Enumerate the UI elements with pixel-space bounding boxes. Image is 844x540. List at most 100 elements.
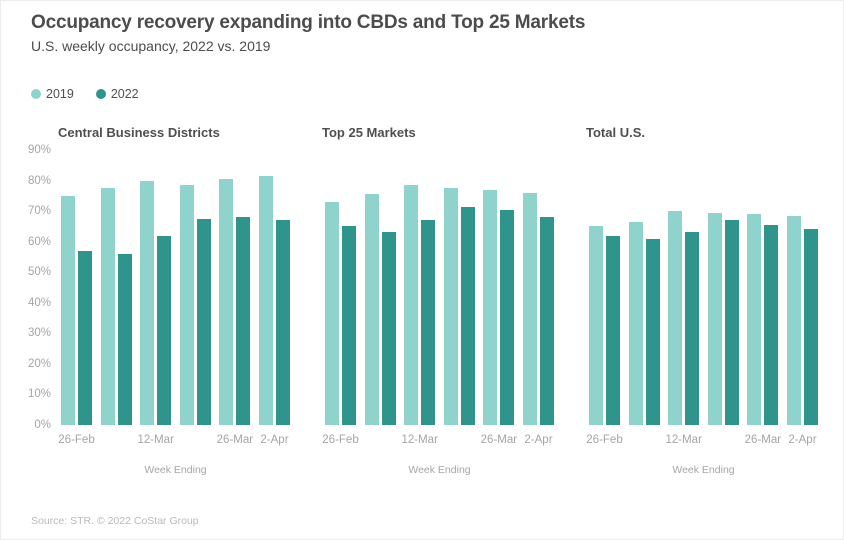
y-tick-label: 70%	[27, 205, 51, 218]
bar-2022	[460, 207, 475, 425]
bar-2022	[500, 210, 515, 425]
y-tick-label: 60%	[27, 235, 51, 248]
plot-area	[58, 150, 293, 425]
bar-group	[258, 176, 290, 425]
charts-row: Central Business Districts 90% 80% 70% 60% 50…	[27, 125, 843, 476]
x-tick-label: 26-Mar	[480, 434, 518, 446]
x-tick-label: 2-Apr	[260, 434, 289, 446]
bar-2019	[628, 222, 643, 425]
bar-group	[364, 194, 396, 425]
x-tick-slot: 12-Mar	[401, 434, 438, 447]
x-tick-slot: 2-Apr	[787, 434, 818, 447]
bar-2019	[61, 196, 75, 425]
bar-2022	[685, 232, 700, 425]
bar-2019	[258, 176, 273, 425]
x-tick-label: 26-Mar	[216, 434, 254, 446]
x-tick-label: 26-Mar	[744, 434, 782, 446]
y-tick-label: 0%	[34, 419, 51, 431]
x-tick-label: 12-Mar	[401, 434, 438, 446]
bar-2019	[100, 188, 115, 425]
x-tick-label: 26-Feb	[322, 434, 359, 446]
x-tick-label: 26-Feb	[58, 434, 95, 446]
x-tick-slot	[101, 434, 132, 447]
y-tick-label: 10%	[27, 388, 51, 401]
bar-2022	[539, 217, 554, 425]
bar-2022	[117, 254, 132, 425]
bar-2022	[803, 229, 818, 425]
chart-top-25-markets: Top 25 Markets 26-Feb 12-Mar 26-Mar 2-Apr Wee…	[322, 125, 557, 476]
x-tick-slot: 26-Mar	[744, 434, 782, 447]
bar-group	[404, 185, 436, 425]
bar-group	[100, 188, 132, 425]
bar-group	[179, 185, 211, 425]
x-axis-title: Week Ending	[408, 464, 471, 476]
x-tick-slot	[365, 434, 396, 447]
bar-2022	[606, 236, 620, 425]
bar-2022	[342, 226, 356, 425]
bar-2022	[421, 220, 436, 425]
bar-group	[219, 179, 251, 425]
x-axis-tick-labels: 26-Feb 12-Mar 26-Mar 2-Apr	[58, 434, 293, 447]
bar-2019	[747, 214, 762, 425]
y-tick-label: 90%	[27, 144, 51, 156]
x-axis-tick-labels: 26-Feb 12-Mar 26-Mar 2-Apr	[586, 434, 821, 447]
x-tick-label: 12-Mar	[665, 434, 702, 446]
y-tick-label: 80%	[27, 174, 51, 187]
plot-area	[322, 150, 557, 425]
x-tick-slot: 26-Mar	[480, 434, 518, 447]
bar-group	[628, 222, 660, 425]
x-tick-slot	[180, 434, 211, 447]
bar-group	[443, 188, 475, 425]
plot-column: 26-Feb 12-Mar 26-Mar 2-Apr Week Ending	[586, 150, 821, 476]
plot-column: 26-Feb 12-Mar 26-Mar 2-Apr Week Ending	[322, 150, 557, 476]
bar-2019	[707, 213, 722, 425]
legend-swatch-2022	[95, 89, 106, 99]
chart-central-business-districts: Central Business Districts 90% 80% 70% 60% 50…	[27, 125, 293, 476]
bar-2019	[404, 185, 419, 425]
bar-2019	[668, 211, 683, 425]
x-tick-slot: 12-Mar	[137, 434, 174, 447]
x-tick-slot	[708, 434, 739, 447]
bar-group	[707, 213, 739, 425]
x-tick-slot: 2-Apr	[523, 434, 554, 447]
legend-swatch-2019	[31, 89, 41, 99]
bar-group	[140, 181, 172, 425]
x-tick-slot: 26-Feb	[322, 434, 359, 447]
x-axis-title: Week Ending	[144, 464, 207, 476]
bar-2019	[786, 216, 801, 425]
y-tick-label: 40%	[27, 296, 51, 309]
bar-group	[786, 216, 818, 425]
x-tick-label: 2-Apr	[524, 434, 553, 446]
bar-2019	[443, 188, 458, 425]
x-tick-label: 26-Feb	[586, 434, 623, 446]
x-tick-label: 12-Mar	[137, 434, 174, 446]
bar-2022	[275, 220, 290, 425]
bar-2019	[589, 226, 603, 425]
bar-group	[522, 193, 554, 425]
legend-label-2022: 2022	[110, 87, 139, 101]
x-tick-slot: 26-Mar	[216, 434, 254, 447]
legend: 2019 2022	[31, 87, 843, 101]
x-axis-tick-labels: 26-Feb 12-Mar 26-Mar 2-Apr	[322, 434, 557, 447]
bar-group	[325, 202, 356, 425]
bar-2022	[236, 217, 251, 425]
bar-2022	[381, 232, 396, 425]
bar-2022	[196, 219, 211, 425]
bar-2019	[219, 179, 234, 425]
x-tick-slot: 12-Mar	[665, 434, 702, 447]
bar-2022	[157, 236, 172, 425]
legend-item-2019: 2019	[31, 87, 74, 101]
legend-item-2022: 2022	[95, 87, 139, 101]
source-note: Source: STR. © 2022 CoStar Group	[31, 515, 199, 527]
bar-2019	[522, 193, 537, 425]
chart-title: Total U.S.	[586, 125, 645, 140]
bar-group	[747, 214, 779, 425]
y-tick-label: 20%	[27, 357, 51, 370]
bar-2022	[764, 225, 779, 425]
page-title: Occupancy recovery expanding into CBDs a…	[31, 12, 586, 33]
bar-2019	[483, 190, 498, 425]
plot-column: 26-Feb 12-Mar 26-Mar 2-Apr Week Ending	[58, 150, 293, 476]
x-tick-slot: 26-Feb	[58, 434, 95, 447]
bar-2019	[140, 181, 155, 425]
x-tick-slot	[629, 434, 660, 447]
